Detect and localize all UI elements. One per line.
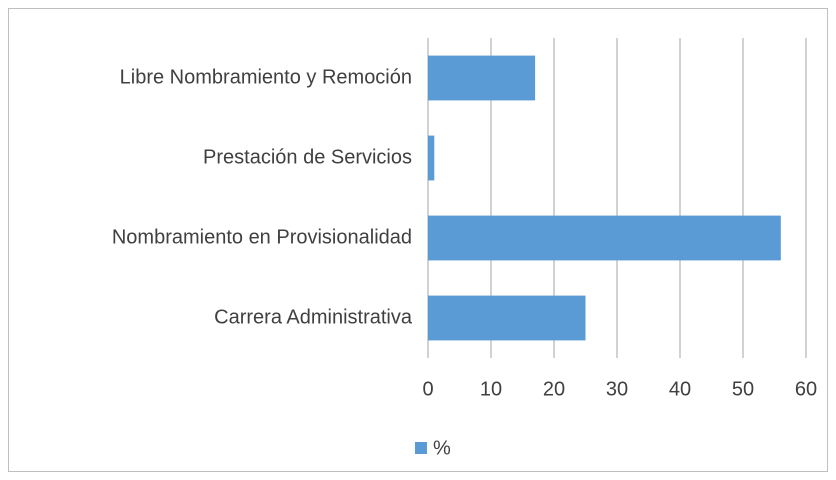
bar	[428, 295, 586, 341]
x-tick-label: 60	[795, 378, 817, 400]
x-tick-label: 30	[606, 378, 628, 400]
bar	[428, 55, 536, 101]
x-tick-label: 40	[669, 378, 691, 400]
y-tick-label: Carrera Administrativa	[214, 306, 413, 328]
legend-label: %	[433, 437, 451, 459]
x-tick-label: 10	[480, 378, 502, 400]
y-tick-label: Prestación de Servicios	[203, 146, 412, 168]
bar	[428, 135, 435, 181]
legend-swatch	[415, 442, 427, 454]
x-tick-label: 50	[732, 378, 754, 400]
x-tick-label: 20	[543, 378, 565, 400]
bar	[428, 215, 781, 261]
x-tick-label: 0	[422, 378, 433, 400]
y-tick-label: Nombramiento en Provisionalidad	[112, 226, 412, 248]
y-tick-label: Libre Nombramiento y Remoción	[120, 66, 412, 88]
